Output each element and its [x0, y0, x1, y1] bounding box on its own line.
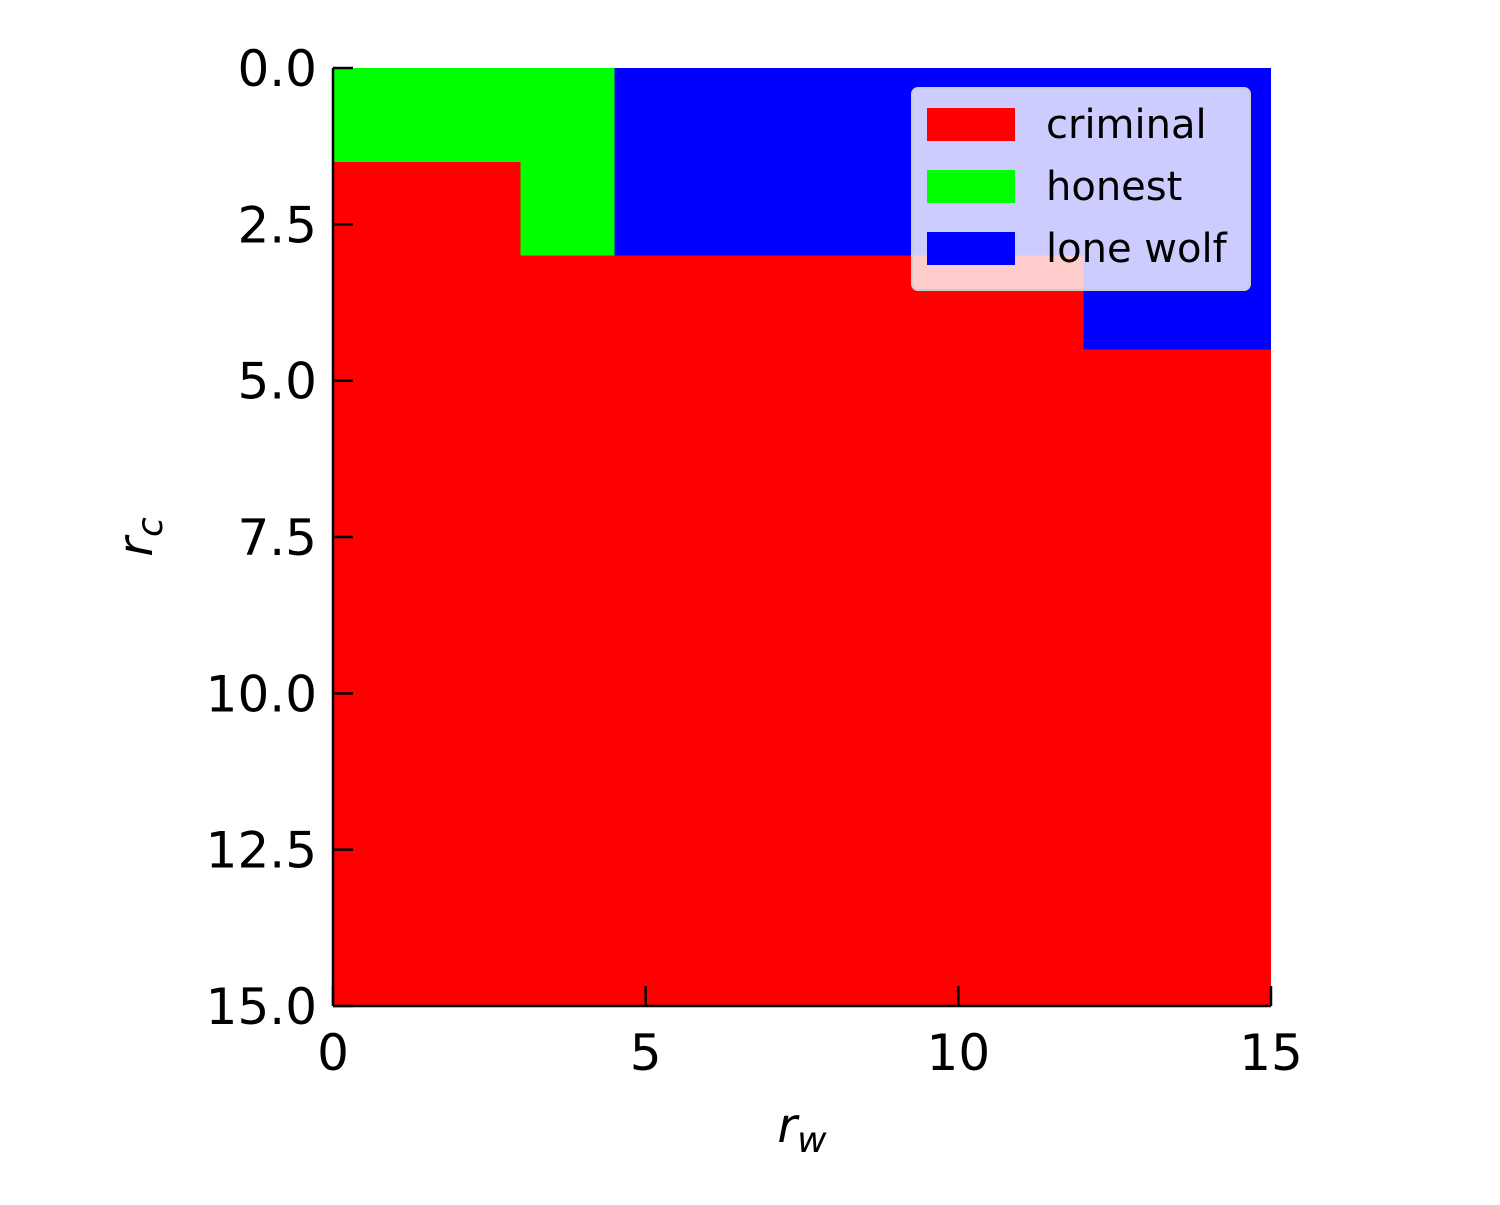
y-tick-label-6: 15.0 [206, 978, 317, 1036]
legend-label-lone-wolf: lone wolf [1046, 226, 1228, 272]
legend-swatch-honest [927, 170, 1015, 203]
x-tick-label-3: 15 [1239, 1024, 1303, 1082]
y-tick-label-2: 5.0 [237, 353, 317, 411]
x-tick-label-0: 0 [317, 1024, 349, 1082]
legend-swatch-criminal [927, 108, 1015, 141]
x-axis-label: rw [777, 1098, 827, 1161]
y-tick-label-0: 0.0 [237, 40, 317, 98]
legend-swatch-lone-wolf [927, 232, 1015, 265]
y-tick-label-1: 2.5 [237, 196, 317, 254]
ticks-layer: 0 5 10 15 0.0 2.5 5.0 7.5 10.0 12.5 15.0 [206, 40, 1303, 1082]
legend: criminal honest lone wolf [911, 87, 1251, 291]
y-tick-label-5: 12.5 [206, 822, 317, 880]
y-axis-label: rc [108, 517, 171, 557]
x-tick-label-2: 10 [927, 1024, 991, 1082]
region-honest-2 [520, 68, 615, 256]
region-honest-1 [333, 68, 521, 162]
x-tick-label-1: 5 [630, 1024, 662, 1082]
y-tick-label-3: 7.5 [237, 509, 317, 567]
legend-label-criminal: criminal [1046, 102, 1207, 148]
legend-label-honest: honest [1046, 164, 1182, 210]
y-tick-label-4: 10.0 [206, 665, 317, 723]
axis-labels-layer: rw rc [108, 517, 827, 1161]
